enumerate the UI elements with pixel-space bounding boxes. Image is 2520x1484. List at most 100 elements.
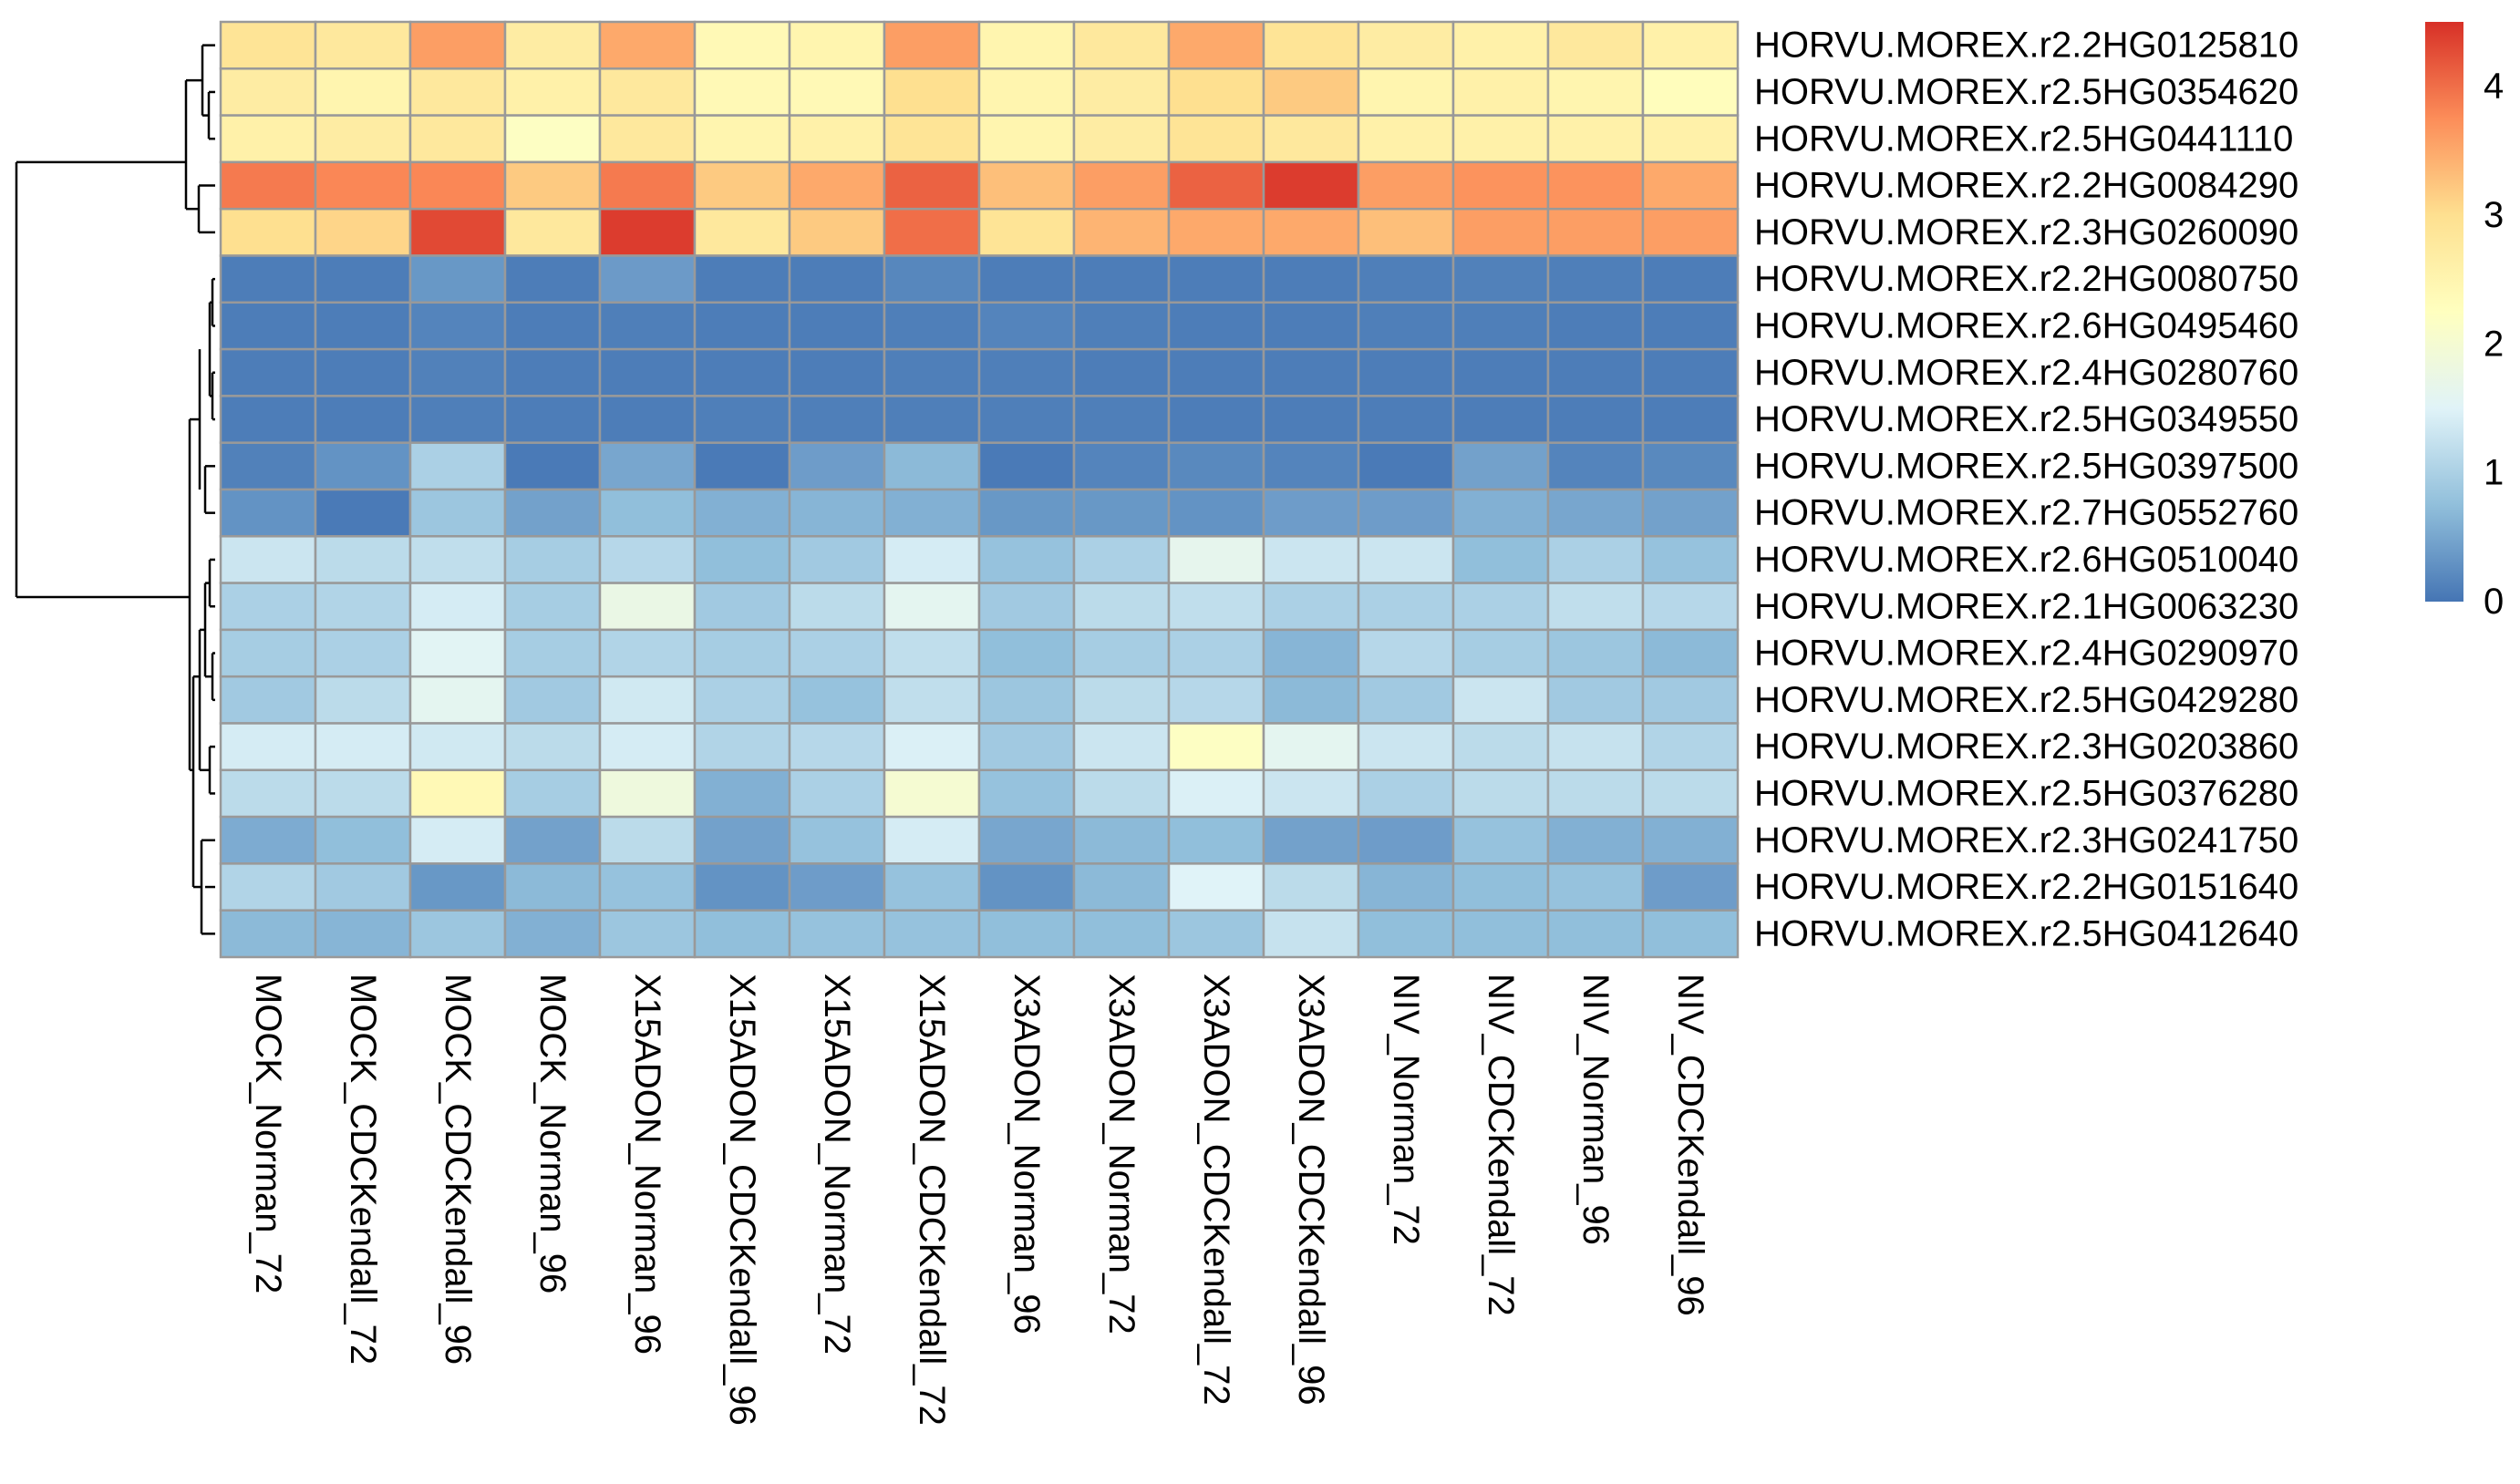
column-label: X3ADON_CDCKendall_96 <box>1291 974 1331 1406</box>
row-label: HORVU.MOREX.r2.5HG0412640 <box>1754 913 2298 953</box>
heatmap-cell <box>314 675 412 725</box>
heatmap-cell <box>1167 301 1265 351</box>
column-label: NIV_CDCKendall_72 <box>1481 974 1521 1316</box>
row-labels: HORVU.MOREX.r2.2HG0125810 HORVU.MOREX.r2.… <box>1754 26 2298 954</box>
heatmap-cell <box>598 20 697 70</box>
heatmap-cell <box>1262 628 1360 678</box>
heatmap-cell <box>1072 301 1171 351</box>
heatmap-cell <box>883 628 981 678</box>
heatmap-cell <box>788 909 886 959</box>
heatmap-cell <box>1262 347 1360 397</box>
heatmap-cell <box>883 67 981 117</box>
heatmap-cell <box>314 628 412 678</box>
heatmap-cell <box>1167 862 1265 912</box>
heatmap-cell <box>693 862 791 912</box>
heatmap-cell <box>1167 488 1265 538</box>
heatmap-cell <box>1546 768 1645 819</box>
heatmap-cell <box>314 67 412 117</box>
heatmap-cell <box>1072 207 1171 257</box>
heatmap-cell <box>883 114 981 164</box>
heatmap-cell <box>1357 160 1455 211</box>
heatmap-cell <box>314 301 412 351</box>
row-label: HORVU.MOREX.r2.4HG0280760 <box>1754 353 2298 393</box>
heatmap-cell <box>408 67 507 117</box>
heatmap-cell <box>1072 254 1171 304</box>
heatmap-cell <box>408 722 507 772</box>
heatmap-cell <box>408 535 507 584</box>
heatmap-cell <box>598 675 697 725</box>
color-legend: 0 1 2 3 4 <box>2425 22 2504 622</box>
heatmap-cell <box>1262 114 1360 164</box>
heatmap-cell <box>1072 347 1171 397</box>
heatmap-cell <box>883 675 981 725</box>
heatmap-cell <box>977 909 1076 959</box>
heatmap-cell <box>977 395 1076 444</box>
heatmap-cell <box>219 909 317 959</box>
heatmap-cell <box>693 301 791 351</box>
heatmap-cell <box>788 160 886 211</box>
heatmap-cell <box>314 441 412 491</box>
heatmap-cell <box>503 160 602 211</box>
heatmap-cell <box>1072 160 1171 211</box>
heatmap-cell <box>1546 114 1645 164</box>
heatmap-cell <box>693 768 791 819</box>
heatmap-cell <box>408 675 507 725</box>
heatmap-cell <box>977 535 1076 584</box>
heatmap-cell <box>314 160 412 211</box>
heatmap-cell <box>1072 909 1171 959</box>
heatmap-cell <box>1451 628 1550 678</box>
heatmap-cell <box>1641 207 1740 257</box>
heatmap-cell <box>1167 909 1265 959</box>
heatmap-cell <box>503 815 602 865</box>
heatmap-cell <box>693 114 791 164</box>
heatmap-cell <box>503 347 602 397</box>
heatmap-cell <box>408 395 507 444</box>
heatmap-cell <box>1072 488 1171 538</box>
heatmap-cell <box>1451 67 1550 117</box>
heatmap-cell <box>1451 535 1550 584</box>
heatmap-cell <box>1546 67 1645 117</box>
heatmap-cell <box>1451 862 1550 912</box>
heatmap-cell <box>1262 722 1360 772</box>
heatmap-cell <box>219 207 317 257</box>
heatmap-cell <box>1357 20 1455 70</box>
column-label: X3ADON_Norman_96 <box>1007 974 1047 1335</box>
row-label: HORVU.MOREX.r2.4HG0290970 <box>1754 634 2298 674</box>
heatmap-cell <box>1357 488 1455 538</box>
column-label: MOCK_CDCKendall_96 <box>438 974 478 1365</box>
heatmap-cell <box>1641 488 1740 538</box>
heatmap-cell <box>1167 160 1265 211</box>
heatmap-cell <box>598 441 697 491</box>
heatmap-cell <box>1357 535 1455 584</box>
heatmap-cell <box>598 67 697 117</box>
heatmap-cell <box>1641 395 1740 444</box>
heatmap-cell <box>408 909 507 959</box>
row-label: HORVU.MOREX.r2.5HG0349550 <box>1754 399 2298 439</box>
heatmap-cell <box>1641 815 1740 865</box>
column-label: NIV_CDCKendall_96 <box>1670 974 1710 1316</box>
heatmap-cell <box>219 20 317 70</box>
heatmap-cell <box>503 301 602 351</box>
heatmap-cell <box>1167 254 1265 304</box>
heatmap-cell <box>1167 395 1265 444</box>
heatmap-cell <box>1072 114 1171 164</box>
column-label: X15ADON_CDCKendall_96 <box>722 974 762 1426</box>
heatmap-cell <box>1641 114 1740 164</box>
heatmap-cell <box>1262 301 1360 351</box>
row-label: HORVU.MOREX.r2.7HG0552760 <box>1754 493 2298 533</box>
heatmap-cell <box>1357 862 1455 912</box>
heatmap-cell <box>598 114 697 164</box>
heatmap-cell <box>1072 628 1171 678</box>
heatmap-cell <box>219 815 317 865</box>
heatmap-cell <box>1451 160 1550 211</box>
row-label: HORVU.MOREX.r2.1HG0063230 <box>1754 586 2298 626</box>
heatmap-cell <box>1072 582 1171 632</box>
heatmap-cell <box>1357 909 1455 959</box>
heatmap-cell <box>1262 67 1360 117</box>
heatmap-cell <box>1546 207 1645 257</box>
heatmap-cell <box>314 395 412 444</box>
heatmap-cell <box>503 628 602 678</box>
heatmap-cell <box>1357 67 1455 117</box>
row-label: HORVU.MOREX.r2.3HG0203860 <box>1754 727 2298 767</box>
heatmap-cell <box>788 488 886 538</box>
